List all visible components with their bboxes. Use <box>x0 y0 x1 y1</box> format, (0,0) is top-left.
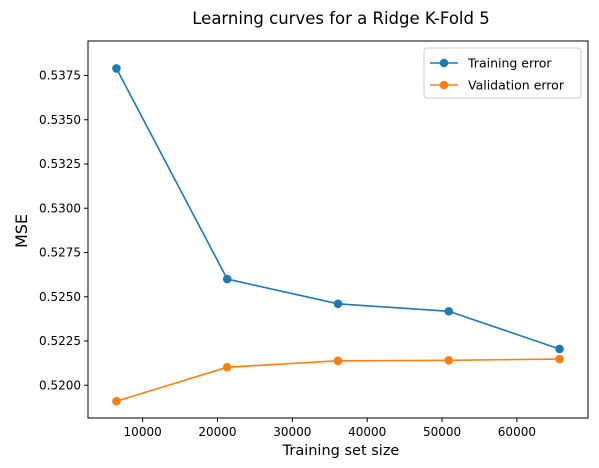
x-tick-label: 60000 <box>498 425 536 439</box>
y-tick-label: 0.5325 <box>39 157 81 171</box>
legend-box <box>423 47 582 99</box>
y-axis-ticks: 0.5200 0.5225 0.5250 0.5275 0.5300 0.5325 0.53… <box>39 69 88 392</box>
series-layer <box>112 64 564 406</box>
legend-marker-validation <box>439 80 449 90</box>
plot-area-frame <box>87 40 589 419</box>
y-tick-label: 0.5300 <box>39 201 81 215</box>
legend-items: Training error Validation error <box>430 56 565 93</box>
data-point <box>112 396 121 406</box>
data-point <box>112 64 121 73</box>
data-point <box>222 274 232 284</box>
y-tick-label: 0.5375 <box>39 69 81 83</box>
x-axis-label: Training set size <box>282 443 400 459</box>
data-point <box>444 306 454 316</box>
y-tick-label: 0.5225 <box>39 334 81 348</box>
x-tick-label: 20000 <box>198 425 236 439</box>
y-axis-label: MSE <box>12 214 31 248</box>
legend-marker-training <box>439 58 449 68</box>
data-point <box>555 354 564 364</box>
chart-title: Learning curves for a Ridge K-Fold 5 <box>192 9 489 28</box>
x-tick-label: 10000 <box>124 425 162 439</box>
y-tick-label: 0.5350 <box>39 113 81 127</box>
series-line-validation <box>116 358 560 402</box>
data-point <box>222 362 232 372</box>
x-axis-ticks: 10000 20000 30000 40000 50000 60000 <box>124 418 536 439</box>
data-point <box>333 299 343 309</box>
y-tick-label: 0.5275 <box>39 246 81 260</box>
data-point <box>444 355 454 365</box>
y-tick-label: 0.5200 <box>39 378 81 392</box>
legend-label-training: Training error <box>467 56 552 71</box>
x-tick-label: 30000 <box>273 425 311 439</box>
data-point <box>555 344 564 354</box>
y-tick-label: 0.5250 <box>39 290 81 304</box>
x-tick-label: 50000 <box>423 425 461 439</box>
legend: Training error Validation error <box>423 47 582 99</box>
x-tick-label: 40000 <box>348 425 386 439</box>
legend-label-validation: Validation error <box>468 78 565 93</box>
data-point <box>333 356 343 366</box>
